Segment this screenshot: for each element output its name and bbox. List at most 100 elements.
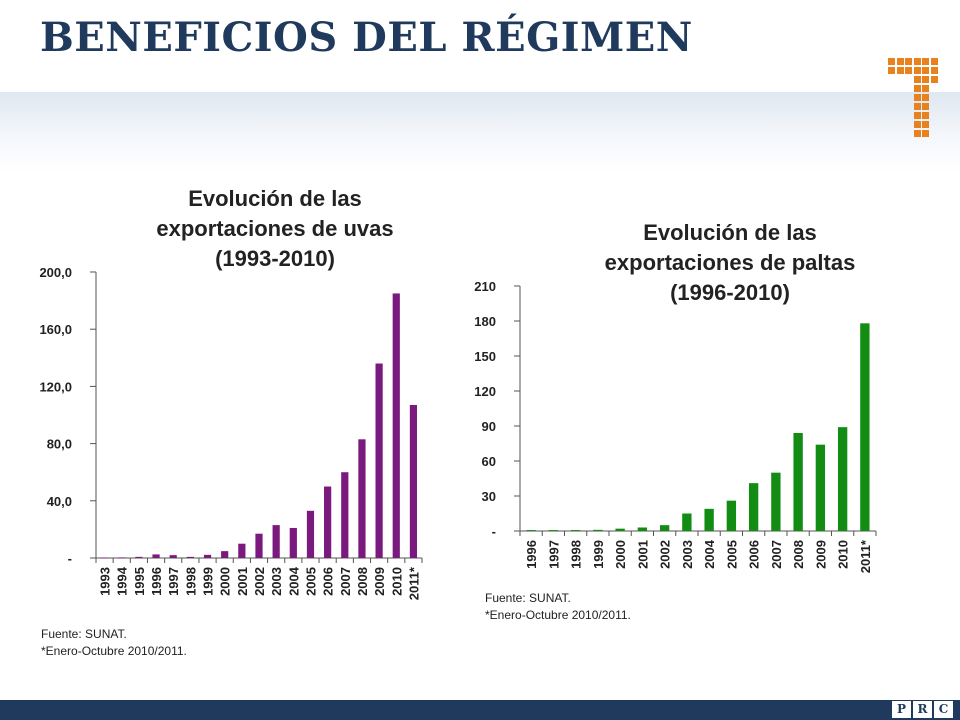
- bar: [152, 554, 160, 558]
- avocado-title-line-2: exportaciones de paltas: [604, 250, 856, 275]
- x-tick-label: 1997: [166, 567, 181, 596]
- x-tick-label: 1999: [591, 540, 606, 569]
- x-tick-label: 2007: [769, 540, 784, 569]
- bar: [392, 293, 400, 558]
- bar: [306, 510, 315, 558]
- x-tick-label: 2007: [338, 567, 353, 596]
- bar: [375, 363, 383, 558]
- x-tick-label: 1998: [183, 567, 198, 596]
- y-tick-label: 40,0: [47, 494, 72, 509]
- grapes-title-line-3: (1993-2010): [215, 246, 335, 271]
- logo-dot: [913, 112, 921, 119]
- brand-logo-icon: [888, 58, 938, 142]
- footer-logo-letter-r: R: [913, 701, 932, 718]
- x-tick-label: 2011*: [406, 566, 421, 600]
- logo-dot: [905, 67, 912, 74]
- bar: [186, 556, 194, 558]
- y-tick-label: -: [492, 524, 496, 539]
- logo-dot: [913, 58, 921, 65]
- logo-dot: [896, 67, 904, 74]
- logo-dot: [896, 58, 904, 65]
- avocado-chart: Evolución de las exportaciones de paltas…: [474, 218, 920, 624]
- x-tick-label: 2002: [252, 567, 267, 596]
- bar: [341, 472, 349, 558]
- y-tick-label: 150: [474, 349, 496, 364]
- x-tick-label: 2005: [303, 567, 318, 596]
- grapes-bar-chart: - 40,0 80,0 120,0 160,0 200,0 1993 1994 1995 1996…: [39, 265, 423, 600]
- bar: [118, 557, 126, 559]
- logo-dot: [913, 103, 921, 110]
- bar: [771, 472, 781, 531]
- bar: [135, 556, 143, 558]
- logo-dot: [922, 121, 929, 128]
- bar: [793, 433, 803, 531]
- y-tick-label: -: [68, 551, 72, 566]
- x-tick-label: 2009: [372, 567, 387, 596]
- y-tick-label: 60: [482, 454, 496, 469]
- logo-dot: [922, 94, 929, 101]
- avocado-source-note: Fuente: SUNAT. *Enero-Octubre 2010/2011.: [485, 590, 631, 624]
- y-tick-label: 200,0: [39, 265, 72, 280]
- x-tick-label: 1998: [569, 540, 584, 569]
- footer-bar: [0, 700, 960, 720]
- y-tick-label: 120: [474, 384, 496, 399]
- x-tick-label: 2010: [389, 567, 404, 596]
- logo-dot: [930, 76, 938, 83]
- grapes-title-line-2: exportaciones de uvas: [156, 216, 394, 241]
- logo-dot: [922, 58, 929, 65]
- logo-dot: [930, 58, 938, 65]
- x-tick-label: 2001: [635, 540, 650, 569]
- logo-dot: [913, 67, 921, 74]
- logo-dot: [922, 85, 929, 92]
- y-tick-label: 80,0: [47, 437, 72, 452]
- grapes-source-line: Fuente: SUNAT.: [41, 627, 127, 641]
- logo-dot: [922, 112, 929, 119]
- bar: [659, 525, 670, 531]
- y-tick-label: 120,0: [39, 379, 72, 394]
- x-tick-label: 2003: [680, 540, 695, 569]
- x-tick-label: 1996: [524, 540, 539, 569]
- x-tick-label: 1999: [201, 567, 216, 596]
- bar: [358, 439, 366, 558]
- x-tick-label: 2004: [286, 566, 301, 596]
- bar: [100, 557, 109, 559]
- logo-dot: [913, 121, 921, 128]
- x-tick-label: 2010: [836, 540, 851, 569]
- avocado-title-line-3: (1996-2010): [670, 280, 790, 305]
- x-tick-label: 2004: [702, 539, 717, 569]
- page-title: BENEFICIOS DEL RÉGIMEN: [40, 14, 693, 61]
- x-tick-label: 2008: [355, 567, 370, 596]
- x-tick-label: 1996: [149, 567, 164, 596]
- bar: [272, 525, 280, 558]
- avocado-bar-chart: - 30 60 90 120 150 180 210 1996 1997 1998 1999 2000 2…: [474, 279, 877, 573]
- y-tick-label: 180: [474, 314, 496, 329]
- x-tick-label: 1995: [132, 567, 147, 596]
- bar: [238, 543, 246, 558]
- grapes-title-line-1: Evolución de las: [188, 186, 362, 211]
- avocado-source-line: Fuente: SUNAT.: [485, 591, 571, 605]
- footer-logo-letter-p: P: [892, 701, 911, 718]
- y-tick-label: 30: [482, 489, 496, 504]
- x-tick-label: 1993: [98, 567, 113, 596]
- bar: [726, 500, 737, 531]
- bar: [615, 528, 625, 531]
- grapes-chart-title: Evolución de las exportaciones de uvas (…: [100, 184, 450, 274]
- logo-dot: [913, 76, 921, 83]
- bar: [637, 527, 648, 531]
- x-tick-label: 2003: [269, 567, 284, 596]
- logo-dot: [922, 67, 929, 74]
- logo-dot: [930, 67, 938, 74]
- avocado-chart-title: Evolución de las exportaciones de paltas…: [540, 218, 920, 308]
- y-tick-label: 210: [474, 279, 496, 294]
- logo-dot: [905, 58, 912, 65]
- bar: [169, 555, 177, 558]
- bar: [748, 483, 759, 531]
- bar: [593, 529, 603, 531]
- logo-dot: [922, 130, 929, 137]
- bar: [203, 554, 212, 558]
- x-tick-label: 1994: [115, 566, 130, 596]
- x-tick-label: 2005: [724, 540, 739, 569]
- y-tick-label: 90: [482, 419, 496, 434]
- avocado-title-line-1: Evolución de las: [643, 220, 817, 245]
- footer-logo: P R C: [892, 701, 953, 718]
